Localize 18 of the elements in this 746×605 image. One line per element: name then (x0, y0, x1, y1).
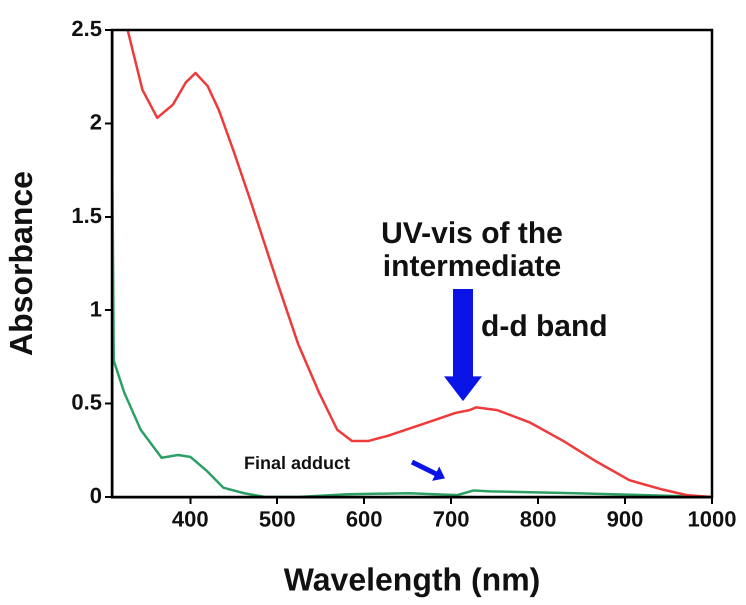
y-tick-label: 0 (90, 483, 102, 508)
x-tick-label: 800 (520, 506, 556, 532)
x-tick-label: 1000 (688, 506, 736, 532)
annotation: UV-vis of the intermediate (380, 216, 564, 284)
x-tick-label: 900 (606, 506, 644, 532)
x-tick-label: 400 (172, 506, 209, 532)
x-tick-label: 700 (432, 506, 470, 532)
y-tick-label: 0.5 (71, 390, 102, 415)
annotation: Final adduct (244, 452, 350, 474)
annotation: d-d band (481, 310, 608, 344)
y-axis-title: Absorbance (3, 171, 40, 356)
x-tick-label: 600 (346, 506, 383, 532)
y-tick-label: 2.5 (71, 16, 102, 42)
y-tick-label: 2 (90, 109, 102, 134)
x-tick-label: 500 (258, 506, 296, 532)
y-tick-label: 1 (90, 296, 102, 322)
x-axis-title: Wavelength (nm) (284, 562, 540, 598)
y-tick-label: 1.5 (71, 202, 102, 228)
